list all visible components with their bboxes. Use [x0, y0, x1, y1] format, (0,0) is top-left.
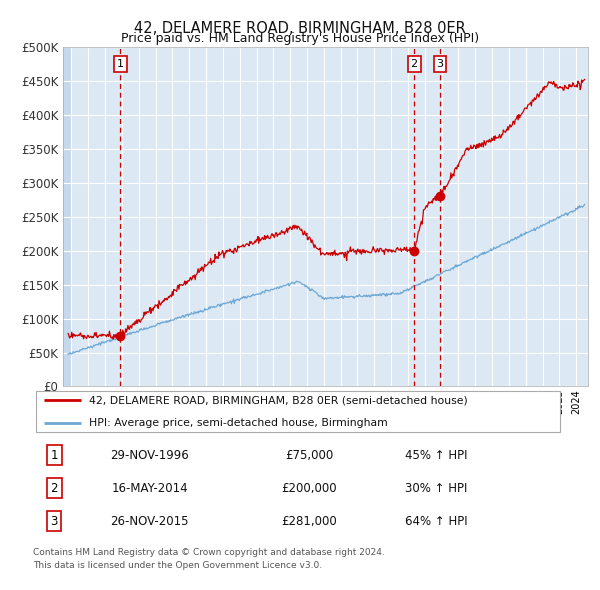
Text: £75,000: £75,000	[285, 448, 333, 462]
Text: 29-NOV-1996: 29-NOV-1996	[110, 448, 189, 462]
Text: 64% ↑ HPI: 64% ↑ HPI	[405, 514, 468, 528]
Text: 1: 1	[117, 59, 124, 69]
Text: 1: 1	[50, 448, 58, 462]
Text: This data is licensed under the Open Government Licence v3.0.: This data is licensed under the Open Gov…	[33, 560, 322, 569]
Text: 42, DELAMERE ROAD, BIRMINGHAM, B28 0ER: 42, DELAMERE ROAD, BIRMINGHAM, B28 0ER	[134, 21, 466, 35]
Text: 42, DELAMERE ROAD, BIRMINGHAM, B28 0ER (semi-detached house): 42, DELAMERE ROAD, BIRMINGHAM, B28 0ER (…	[89, 395, 467, 405]
Text: 45% ↑ HPI: 45% ↑ HPI	[406, 448, 468, 462]
Text: Contains HM Land Registry data © Crown copyright and database right 2024.: Contains HM Land Registry data © Crown c…	[33, 548, 385, 556]
Text: £281,000: £281,000	[281, 514, 337, 528]
Text: 30% ↑ HPI: 30% ↑ HPI	[406, 481, 468, 495]
Text: 2: 2	[410, 59, 418, 69]
Text: Price paid vs. HM Land Registry's House Price Index (HPI): Price paid vs. HM Land Registry's House …	[121, 32, 479, 45]
FancyBboxPatch shape	[35, 391, 560, 432]
Text: 2: 2	[50, 481, 58, 495]
Text: 3: 3	[50, 514, 58, 528]
Text: 16-MAY-2014: 16-MAY-2014	[112, 481, 188, 495]
Text: 26-NOV-2015: 26-NOV-2015	[110, 514, 189, 528]
Text: HPI: Average price, semi-detached house, Birmingham: HPI: Average price, semi-detached house,…	[89, 418, 388, 428]
Text: £200,000: £200,000	[281, 481, 337, 495]
Text: 3: 3	[436, 59, 443, 69]
